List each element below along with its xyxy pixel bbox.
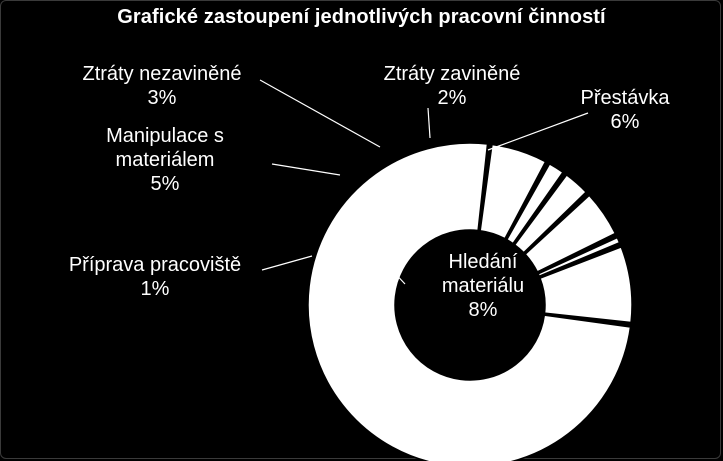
slice-6 bbox=[307, 142, 632, 461]
slice-label-2: Ztráty nezaviněné 3% bbox=[83, 63, 242, 109]
slice-label-0: Přestávka 6% bbox=[581, 87, 671, 133]
slice-label-line: Hledání bbox=[449, 251, 518, 273]
slice-label-1: Ztráty zaviněné 2% bbox=[384, 63, 521, 109]
slice-label-line: Ztráty zaviněné bbox=[384, 63, 521, 85]
slice-value: 3% bbox=[148, 87, 177, 109]
chart-title: Grafické zastoupení jednotlivých pracovn… bbox=[117, 6, 606, 28]
slice-0 bbox=[479, 143, 547, 240]
slice-label-line: Příprava pracoviště bbox=[69, 254, 241, 276]
slice-1 bbox=[505, 162, 564, 245]
slice-value: 1% bbox=[141, 278, 170, 300]
slice-label-line: Ztráty nezaviněné bbox=[83, 63, 242, 85]
leader-line-4 bbox=[261, 255, 313, 271]
slice-value: 2% bbox=[438, 87, 467, 109]
slice-label-4: Příprava pracoviště 1% bbox=[69, 254, 241, 300]
slice-label-3: Manipulace s materiálem 5% bbox=[106, 125, 224, 195]
leader-line-2 bbox=[259, 79, 381, 148]
slice-value: 8% bbox=[469, 299, 498, 321]
slice-5 bbox=[539, 245, 633, 324]
slice-label-line: materiálem bbox=[116, 149, 215, 171]
slice-value: 6% bbox=[611, 111, 640, 133]
slice-label-line: materiálu bbox=[442, 275, 524, 297]
slice-value: 5% bbox=[151, 173, 180, 195]
slice-label-line: Přestávka bbox=[581, 87, 671, 109]
slice-label-5: Hledání materiálu 8% bbox=[442, 251, 524, 321]
leader-line-1 bbox=[427, 107, 431, 139]
slice-label-line: Manipulace s bbox=[106, 125, 224, 147]
leader-line-5 bbox=[389, 267, 406, 285]
leader-line-0 bbox=[487, 112, 589, 151]
slice-4 bbox=[537, 236, 621, 278]
slice-2 bbox=[513, 173, 588, 254]
leader-line-3 bbox=[271, 163, 341, 176]
slice-3 bbox=[524, 194, 617, 273]
